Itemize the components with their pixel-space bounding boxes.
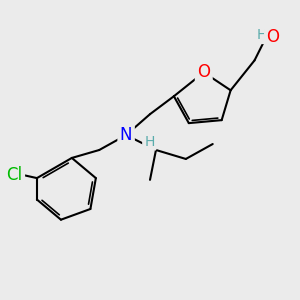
Text: O: O	[197, 63, 210, 81]
Text: Cl: Cl	[7, 166, 22, 184]
Text: H: H	[257, 28, 267, 42]
Text: O: O	[266, 28, 280, 46]
Text: N: N	[120, 126, 132, 144]
Text: H: H	[144, 135, 154, 148]
